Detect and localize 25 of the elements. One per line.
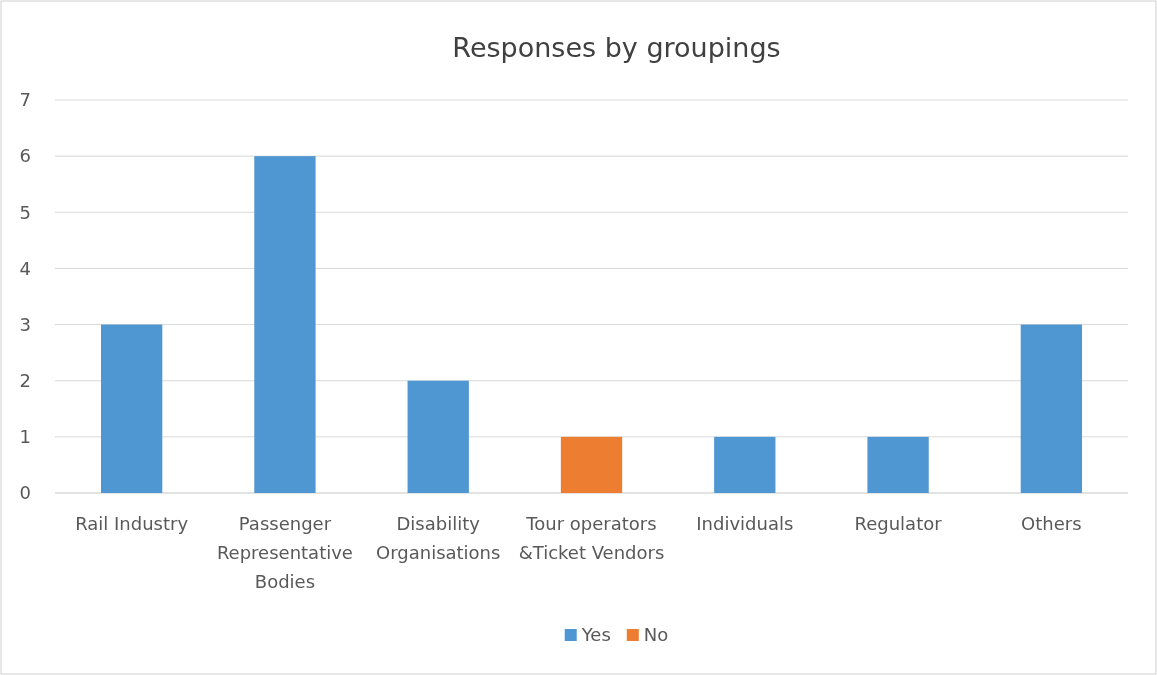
x-tick-label: Passenger Representative Bodies: [216, 513, 353, 592]
x-tick-label: Tour operators &Ticket Vendors: [518, 513, 665, 563]
legend-label: No: [643, 624, 669, 645]
y-tick-label: 7: [19, 89, 31, 111]
x-tick-label: Disability Organisations: [376, 513, 501, 563]
bar: [560, 436, 623, 493]
bar: [254, 156, 316, 493]
x-tick-label: Others: [1021, 513, 1082, 534]
y-tick-label: 0: [19, 482, 31, 504]
y-tick-label: 2: [19, 369, 31, 391]
x-tick-label: Rail Industry: [75, 513, 189, 534]
legend-label: Yes: [580, 624, 611, 645]
bar: [867, 436, 929, 493]
y-tick-label: 3: [19, 313, 31, 335]
y-tick-label: 1: [19, 426, 31, 448]
bar: [1020, 324, 1083, 493]
y-tick-label: 4: [19, 257, 31, 279]
chart-title: Responses by groupings: [452, 32, 781, 63]
x-tick-label: Regulator: [854, 513, 943, 534]
bar: [100, 324, 163, 493]
bar: [407, 380, 469, 493]
y-tick-label: 5: [19, 201, 31, 223]
y-tick-label: 6: [19, 145, 31, 167]
bar: [714, 436, 776, 493]
x-tick-label: Individuals: [696, 513, 794, 534]
